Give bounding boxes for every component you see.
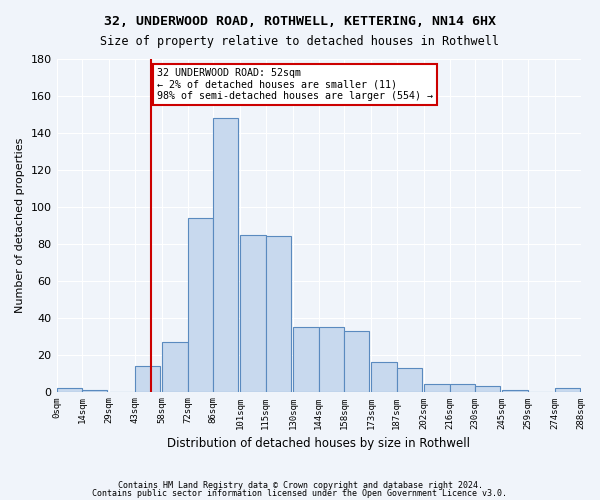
Bar [424,384,449,392]
Bar [82,390,107,392]
Bar [213,118,238,392]
Bar [319,327,344,392]
Bar [56,388,82,392]
Text: Contains public sector information licensed under the Open Government Licence v3: Contains public sector information licen… [92,488,508,498]
Bar [240,234,266,392]
Bar [397,368,422,392]
Y-axis label: Number of detached properties: Number of detached properties [15,138,25,313]
Text: Size of property relative to detached houses in Rothwell: Size of property relative to detached ho… [101,35,499,48]
Bar [475,386,500,392]
Text: 32, UNDERWOOD ROAD, ROTHWELL, KETTERING, NN14 6HX: 32, UNDERWOOD ROAD, ROTHWELL, KETTERING,… [104,15,496,28]
Bar [371,362,397,392]
X-axis label: Distribution of detached houses by size in Rothwell: Distribution of detached houses by size … [167,437,470,450]
Bar [266,236,291,392]
Bar [449,384,475,392]
Text: 32 UNDERWOOD ROAD: 52sqm
← 2% of detached houses are smaller (11)
98% of semi-de: 32 UNDERWOOD ROAD: 52sqm ← 2% of detache… [157,68,433,102]
Bar [188,218,213,392]
Bar [344,330,370,392]
Text: Contains HM Land Registry data © Crown copyright and database right 2024.: Contains HM Land Registry data © Crown c… [118,481,482,490]
Bar [135,366,160,392]
Bar [555,388,580,392]
Bar [293,327,319,392]
Bar [502,390,528,392]
Bar [162,342,188,392]
